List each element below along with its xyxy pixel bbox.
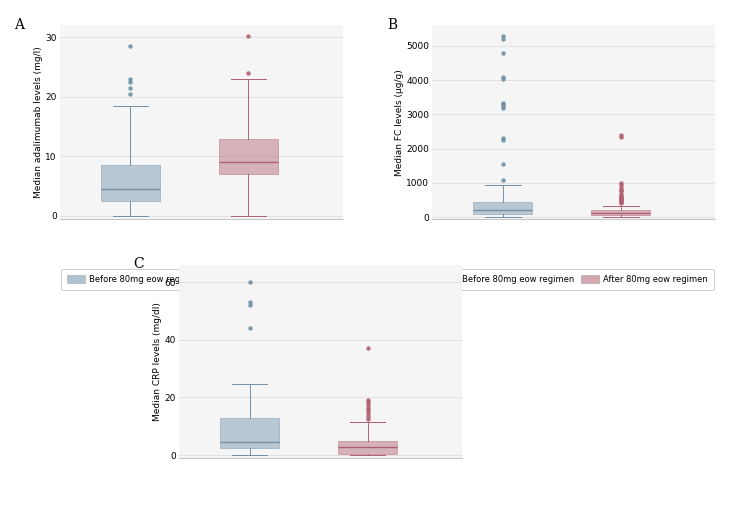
Y-axis label: Median adalimumab levels (mg/l): Median adalimumab levels (mg/l) [34,46,42,198]
Y-axis label: Median FC levels (µg/g): Median FC levels (µg/g) [395,69,404,176]
Bar [473,202,533,214]
Text: B: B [387,18,397,32]
Text: C: C [133,257,144,271]
Text: A: A [14,18,25,32]
Bar [101,165,160,201]
Bar [220,418,279,448]
Legend: Before 80mg eow regimen, After 80mg eow regimen: Before 80mg eow regimen, After 80mg eow … [434,269,714,290]
Bar [592,210,650,215]
Bar [219,138,278,174]
Legend: Before 80mg eow regimen, After 80mg eow regimen: Before 80mg eow regimen, After 80mg eow … [61,269,341,290]
Bar [338,441,397,454]
Y-axis label: Median CRP levels (mg/dl): Median CRP levels (mg/dl) [153,302,162,421]
